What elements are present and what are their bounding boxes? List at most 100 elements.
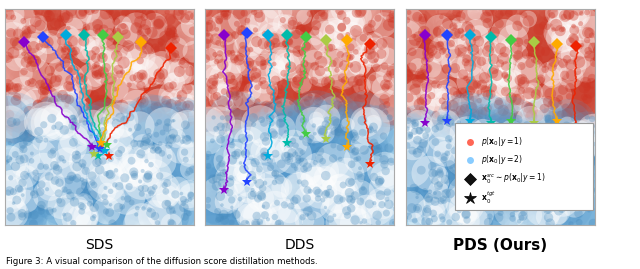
Point bbox=[150, 214, 160, 218]
Point bbox=[54, 180, 65, 185]
Point bbox=[463, 144, 473, 148]
Point bbox=[433, 65, 443, 69]
Point bbox=[8, 189, 19, 194]
Point bbox=[202, 156, 212, 160]
Point bbox=[129, 172, 140, 176]
Point bbox=[536, 79, 546, 83]
Point bbox=[576, 70, 586, 74]
Point bbox=[348, 132, 358, 136]
Point bbox=[28, 132, 38, 136]
Point bbox=[548, 27, 559, 32]
Point bbox=[82, 193, 92, 198]
Point bbox=[348, 8, 358, 12]
Point bbox=[183, 104, 193, 108]
Point bbox=[308, 220, 318, 225]
Point bbox=[226, 68, 236, 72]
Point bbox=[240, 36, 250, 40]
Point bbox=[476, 110, 486, 114]
Point bbox=[326, 207, 336, 212]
Point bbox=[257, 40, 267, 45]
Point bbox=[401, 34, 412, 38]
Point bbox=[572, 185, 582, 189]
Point bbox=[79, 139, 89, 143]
Point bbox=[577, 167, 587, 172]
Point bbox=[312, 23, 323, 27]
Point bbox=[118, 60, 129, 65]
Point bbox=[172, 71, 182, 76]
Point bbox=[466, 49, 476, 54]
Point bbox=[13, 35, 24, 40]
Point bbox=[286, 153, 296, 157]
Point bbox=[154, 120, 164, 124]
Point bbox=[251, 75, 261, 79]
Point bbox=[505, 58, 515, 62]
Point bbox=[496, 166, 506, 171]
Point bbox=[524, 110, 534, 115]
Point bbox=[1, 21, 11, 25]
Point bbox=[47, 152, 57, 156]
Point bbox=[60, 13, 70, 17]
Point bbox=[6, 12, 16, 16]
Point bbox=[255, 122, 265, 126]
Point bbox=[578, 178, 588, 182]
Point bbox=[376, 193, 386, 197]
Point bbox=[330, 119, 340, 123]
Point bbox=[92, 161, 102, 165]
Point bbox=[239, 190, 250, 195]
Point bbox=[558, 201, 568, 205]
Point bbox=[248, 9, 258, 14]
Point bbox=[518, 11, 528, 16]
Point bbox=[258, 135, 268, 139]
Point bbox=[40, 90, 50, 94]
Point bbox=[122, 89, 132, 93]
Point bbox=[313, 193, 323, 197]
Point bbox=[267, 186, 277, 190]
Point bbox=[18, 19, 28, 23]
Point bbox=[276, 94, 287, 98]
Point bbox=[257, 118, 267, 122]
Point bbox=[308, 142, 319, 146]
Point bbox=[271, 33, 282, 37]
Point bbox=[483, 39, 493, 43]
Point bbox=[369, 121, 379, 125]
Point bbox=[106, 147, 116, 152]
Point bbox=[108, 87, 118, 91]
Point bbox=[323, 124, 333, 128]
Point bbox=[105, 148, 115, 152]
Point bbox=[201, 83, 211, 87]
Point bbox=[355, 166, 365, 170]
Point bbox=[154, 20, 164, 24]
Point bbox=[478, 175, 488, 179]
Point bbox=[547, 157, 557, 162]
Point bbox=[173, 40, 184, 44]
Point bbox=[425, 190, 435, 194]
Point bbox=[346, 162, 356, 167]
Point bbox=[317, 198, 328, 202]
Point bbox=[90, 48, 100, 53]
Point bbox=[41, 119, 51, 123]
Point bbox=[447, 126, 458, 130]
Point bbox=[333, 61, 343, 65]
Point bbox=[278, 126, 288, 130]
Point bbox=[506, 209, 516, 213]
Point bbox=[230, 33, 240, 37]
Point bbox=[294, 180, 305, 184]
Point bbox=[512, 47, 522, 51]
Point bbox=[127, 158, 137, 163]
Point bbox=[249, 10, 259, 14]
Point bbox=[561, 124, 572, 128]
Point bbox=[566, 95, 577, 99]
Point bbox=[460, 106, 470, 111]
Point bbox=[166, 125, 177, 129]
Point bbox=[127, 124, 137, 128]
Point bbox=[531, 97, 541, 101]
Point bbox=[335, 186, 346, 190]
Point bbox=[319, 131, 330, 135]
Point bbox=[223, 35, 233, 39]
Point bbox=[302, 94, 312, 99]
Point bbox=[406, 165, 416, 170]
Point bbox=[6, 120, 16, 124]
Point bbox=[582, 38, 592, 42]
Point bbox=[348, 21, 358, 26]
Point bbox=[146, 211, 156, 215]
